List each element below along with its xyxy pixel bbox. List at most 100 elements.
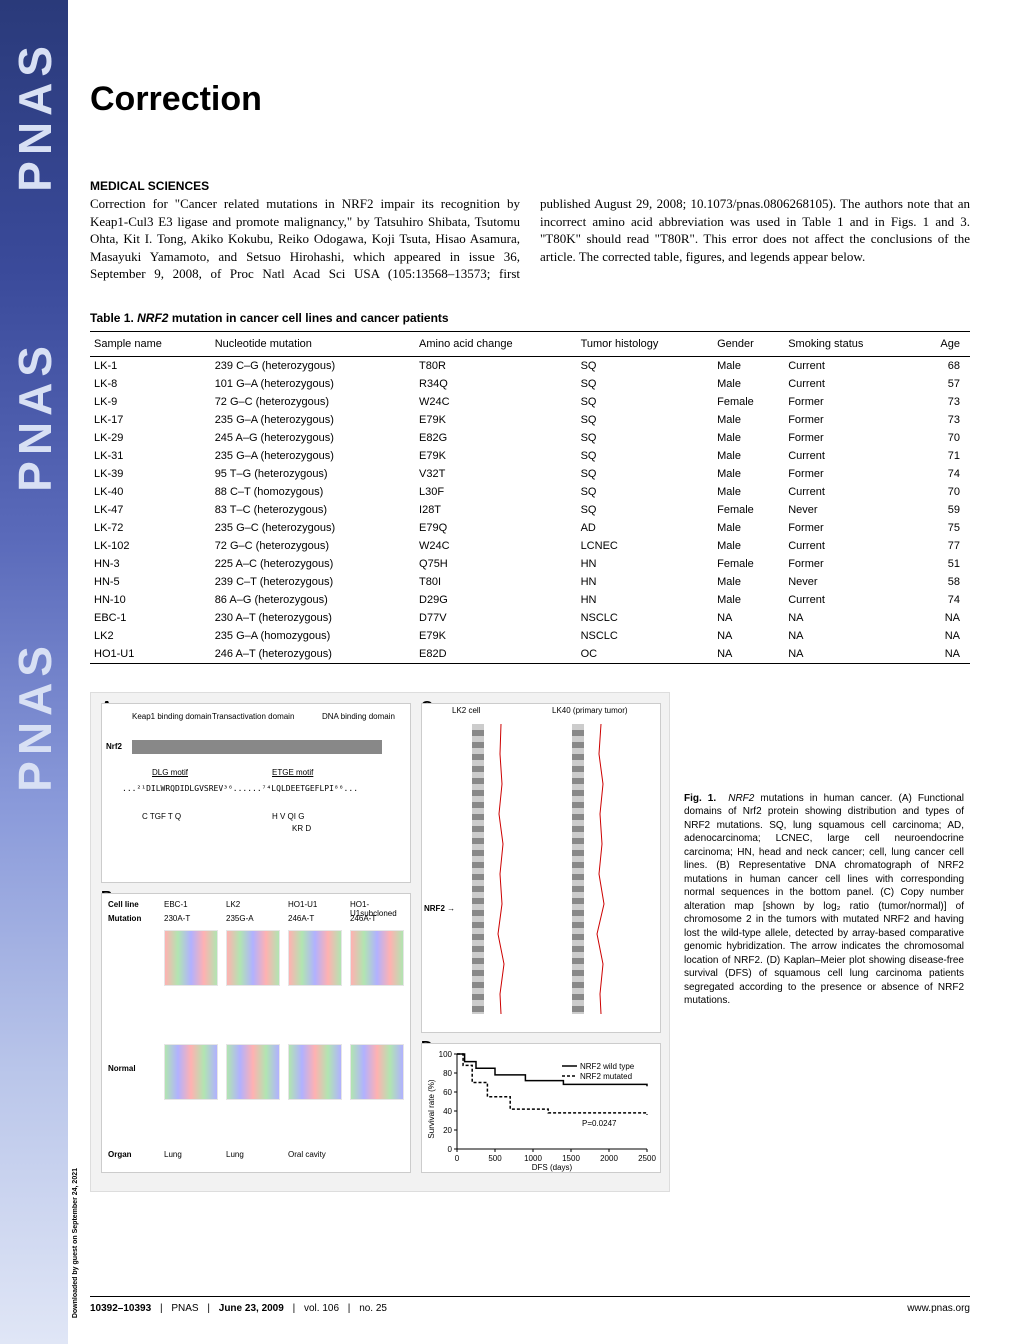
table-cell: AD: [577, 519, 714, 537]
ylabel: Survival rate (%): [427, 1079, 436, 1138]
svg-text:0: 0: [448, 1145, 453, 1154]
table-cell: 235 G–A (heterozygous): [211, 411, 415, 429]
table-cell: E82D: [415, 645, 577, 664]
svg-text:80: 80: [443, 1069, 452, 1078]
table-cell: 70: [917, 483, 970, 501]
motif-label: ETGE motif: [272, 768, 313, 777]
figure-caption: Fig. 1. NRF2 mutations in human cancer. …: [684, 692, 964, 1192]
protein-bar: [132, 740, 382, 754]
nrf2-arrow: NRF2 →: [424, 904, 455, 913]
mutation-label: 235G-A: [226, 914, 254, 923]
table-cell: Male: [713, 447, 784, 465]
table-cell: LCNEC: [577, 537, 714, 555]
table-cell: 75: [917, 519, 970, 537]
table-cell: LK-102: [90, 537, 211, 555]
table-cell: Former: [784, 393, 916, 411]
page-footer: 10392–10393 | PNAS | June 23, 2009 | vol…: [90, 1296, 970, 1314]
table-row: LK-972 G–C (heterozygous)W24CSQFemaleFor…: [90, 393, 970, 411]
table-row: HN-1086 A–G (heterozygous)D29GHNMaleCurr…: [90, 591, 970, 609]
table-cell: NSCLC: [577, 627, 714, 645]
table-cell: E79K: [415, 627, 577, 645]
table-cell: W24C: [415, 537, 577, 555]
table-cell: SQ: [577, 483, 714, 501]
table-header: Tumor histology: [577, 331, 714, 356]
table-cell: 225 A–C (heterozygous): [211, 555, 415, 573]
table-cell: 83 T–C (heterozygous): [211, 501, 415, 519]
body-text: Correction for "Cancer related mutations…: [90, 195, 970, 283]
table-cell: 239 C–G (heterozygous): [211, 356, 415, 375]
table-cell: 51: [917, 555, 970, 573]
table-cell: Former: [784, 411, 916, 429]
caption-label: Fig. 1.: [684, 793, 716, 804]
table-cell: HN-10: [90, 591, 211, 609]
table-cell: Current: [784, 375, 916, 393]
footer-url: www.pnas.org: [907, 1303, 970, 1314]
table-header: Gender: [713, 331, 784, 356]
section-label: MEDICAL SCIENCES: [90, 179, 970, 193]
table-cell: Male: [713, 375, 784, 393]
table-row: EBC-1230 A–T (heterozygous)D77VNSCLCNANA…: [90, 609, 970, 627]
table-cell: 235 G–C (heterozygous): [211, 519, 415, 537]
table-cell: D77V: [415, 609, 577, 627]
table-cell: HN-5: [90, 573, 211, 591]
caption-body: (A) Functional domains of Nrf2 protein s…: [684, 793, 964, 1007]
chromatogram: [226, 1044, 280, 1100]
table-cell: 74: [917, 591, 970, 609]
table-cell: E82G: [415, 429, 577, 447]
table-cell: 235 G–A (homozygous): [211, 627, 415, 645]
table-cell: I28T: [415, 501, 577, 519]
table-row: LK-72235 G–C (heterozygous)E79QADMaleFor…: [90, 519, 970, 537]
table-cell: SQ: [577, 447, 714, 465]
table-cell: Q75H: [415, 555, 577, 573]
table-cell: LK-29: [90, 429, 211, 447]
table-row: LK-10272 G–C (heterozygous)W24CLCNECMale…: [90, 537, 970, 555]
table-cell: Male: [713, 537, 784, 555]
table-cell: 239 C–T (heterozygous): [211, 573, 415, 591]
caption-title-gene: NRF2: [728, 793, 754, 804]
content-area: Correction MEDICAL SCIENCES Correction f…: [90, 80, 970, 1192]
download-note: Downloaded by guest on September 24, 202…: [72, 1168, 79, 1318]
table-cell: LK2: [90, 627, 211, 645]
table-row: LK-17235 G–A (heterozygous)E79KSQMaleFor…: [90, 411, 970, 429]
table-cell: 72 G–C (heterozygous): [211, 393, 415, 411]
motif-label: DLG motif: [152, 768, 188, 777]
table-row: LK-4783 T–C (heterozygous)I28TSQFemaleNe…: [90, 501, 970, 519]
cellline-label: EBC-1: [164, 900, 188, 909]
table-cell: 77: [917, 537, 970, 555]
table-cell: 59: [917, 501, 970, 519]
table-cell: 95 T–G (heterozygous): [211, 465, 415, 483]
domain-label: DNA binding domain: [322, 712, 395, 721]
panel-b: Cell line Mutation Normal Organ EBC-1230…: [101, 893, 411, 1173]
table-cell: LK-1: [90, 356, 211, 375]
table-cell: Male: [713, 519, 784, 537]
table-cell: 86 A–G (heterozygous): [211, 591, 415, 609]
table-cell: NA: [784, 627, 916, 645]
table-cell: 245 A–G (heterozygous): [211, 429, 415, 447]
svg-text:500: 500: [488, 1154, 502, 1163]
mutation-labels: H V QI G: [272, 812, 304, 821]
table-cell: T80I: [415, 573, 577, 591]
panel-c: LK2 cell LK40 (primary tumor) NRF2 →: [421, 703, 661, 1033]
table-cell: Male: [713, 356, 784, 375]
table-cell: L30F: [415, 483, 577, 501]
table-row: LK-1239 C–G (heterozygous)T80RSQMaleCurr…: [90, 356, 970, 375]
table-cell: HO1-U1: [90, 645, 211, 664]
table-cell: Male: [713, 573, 784, 591]
table-cell: LK-39: [90, 465, 211, 483]
table-cell: Never: [784, 501, 916, 519]
table-cell: 73: [917, 411, 970, 429]
chromatogram: [350, 1044, 404, 1100]
table-row: LK-31235 G–A (heterozygous)E79KSQMaleCur…: [90, 447, 970, 465]
table-cell: Current: [784, 591, 916, 609]
footer-journal: PNAS: [171, 1303, 198, 1314]
mutation-labels: KR D: [292, 824, 311, 833]
table-cell: SQ: [577, 375, 714, 393]
table-cell: Current: [784, 537, 916, 555]
table-row: HN-5239 C–T (heterozygous)T80IHNMaleNeve…: [90, 573, 970, 591]
table-cell: V32T: [415, 465, 577, 483]
figure-1: A B C D Keap1 binding domain Transactiva…: [90, 692, 670, 1192]
table-cell: LK-8: [90, 375, 211, 393]
table-cell: HN-3: [90, 555, 211, 573]
table-cell: SQ: [577, 393, 714, 411]
table-header: Age: [917, 331, 970, 356]
